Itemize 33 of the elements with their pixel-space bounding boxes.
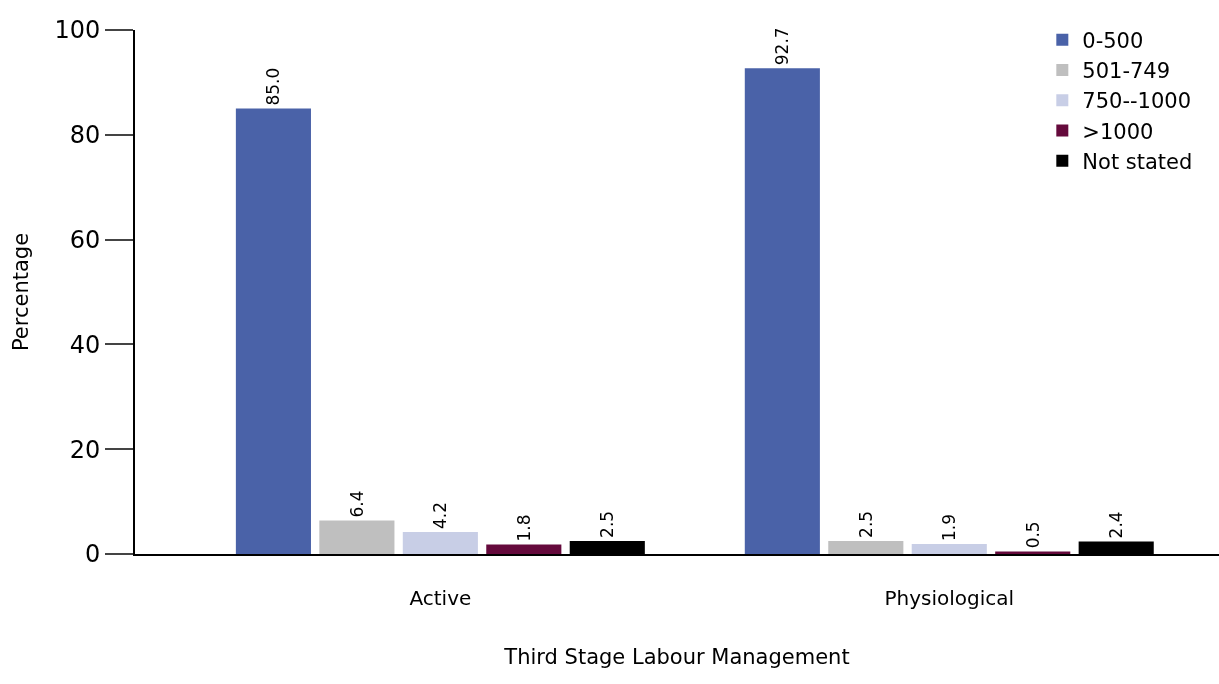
bar xyxy=(486,544,562,554)
y-axis-title: Percentage xyxy=(9,232,34,352)
bar xyxy=(744,68,820,554)
text: 2.4 xyxy=(1106,511,1127,539)
legend-label: Not stated xyxy=(1082,150,1193,175)
bar xyxy=(995,551,1071,554)
x-axis-title: Third Stage Labour Management xyxy=(503,644,850,669)
text: 92.7 xyxy=(772,27,793,66)
legend-label: 501-749 xyxy=(1082,59,1171,84)
text: 85.0 xyxy=(263,67,284,106)
bar xyxy=(828,540,904,554)
legend-label: >1000 xyxy=(1082,119,1154,144)
legend-label: 0-500 xyxy=(1082,28,1144,53)
y-tick-label: 60 xyxy=(69,226,101,254)
bar xyxy=(235,108,311,554)
y-tick-label: 0 xyxy=(84,540,101,569)
text: 1.9 xyxy=(939,513,960,542)
text: 0.5 xyxy=(1022,521,1043,549)
y-tick-label: 40 xyxy=(69,330,101,359)
text: 2.5 xyxy=(855,510,876,538)
x-tick-label: Physiological xyxy=(884,586,1015,610)
y-tick-label: 20 xyxy=(69,435,101,464)
text: 1.8 xyxy=(513,514,534,542)
y-tick-label: 80 xyxy=(69,121,101,150)
bar xyxy=(402,531,478,554)
legend-label: 750--1000 xyxy=(1082,89,1192,114)
bar xyxy=(319,520,395,554)
text: 6.4 xyxy=(346,490,367,518)
text: 4.2 xyxy=(430,501,451,529)
text: 2.5 xyxy=(597,510,618,538)
x-tick-label: Active xyxy=(409,586,472,610)
bar xyxy=(911,544,987,554)
y-tick-label: 100 xyxy=(54,16,101,45)
